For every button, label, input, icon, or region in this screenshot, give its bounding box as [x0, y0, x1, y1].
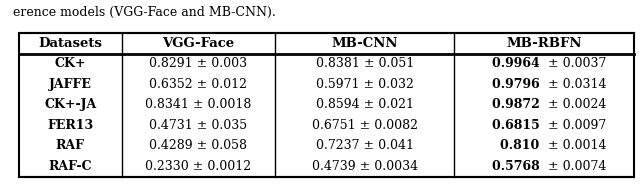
Text: RAF-C: RAF-C	[49, 160, 92, 173]
Text: ± 0.0037: ± 0.0037	[544, 57, 606, 70]
Text: 0.5971 ± 0.032: 0.5971 ± 0.032	[316, 78, 413, 91]
Text: 0.9964: 0.9964	[492, 57, 544, 70]
Text: 0.8594 ± 0.021: 0.8594 ± 0.021	[316, 98, 414, 111]
Text: MB-CNN: MB-CNN	[332, 37, 398, 50]
Text: 0.6751 ± 0.0082: 0.6751 ± 0.0082	[312, 119, 418, 132]
Text: 0.810: 0.810	[500, 139, 544, 152]
Text: MB-RBFN: MB-RBFN	[506, 37, 582, 50]
Text: VGG-Face: VGG-Face	[163, 37, 234, 50]
Text: 0.8381 ± 0.051: 0.8381 ± 0.051	[316, 57, 414, 70]
Text: FER13: FER13	[47, 119, 93, 132]
Text: 0.4739 ± 0.0034: 0.4739 ± 0.0034	[312, 160, 418, 173]
Text: RAF: RAF	[56, 139, 85, 152]
Text: ± 0.0074: ± 0.0074	[544, 160, 606, 173]
Text: 0.5768: 0.5768	[492, 160, 544, 173]
Text: 0.9796: 0.9796	[492, 78, 544, 91]
Text: ± 0.0314: ± 0.0314	[544, 78, 607, 91]
Text: 0.8341 ± 0.0018: 0.8341 ± 0.0018	[145, 98, 252, 111]
Text: 0.6352 ± 0.012: 0.6352 ± 0.012	[149, 78, 248, 91]
Text: 0.7237 ± 0.041: 0.7237 ± 0.041	[316, 139, 414, 152]
Text: ± 0.0014: ± 0.0014	[544, 139, 607, 152]
Text: CK+-JA: CK+-JA	[44, 98, 97, 111]
Text: JAFFE: JAFFE	[49, 78, 92, 91]
Text: 0.9872: 0.9872	[492, 98, 544, 111]
Text: 0.8291 ± 0.003: 0.8291 ± 0.003	[149, 57, 248, 70]
Text: CK+: CK+	[54, 57, 86, 70]
Text: 0.4289 ± 0.058: 0.4289 ± 0.058	[149, 139, 248, 152]
Text: erence models (VGG-Face and MB-CNN).: erence models (VGG-Face and MB-CNN).	[13, 6, 276, 19]
Text: Datasets: Datasets	[38, 37, 102, 50]
Text: 0.2330 ± 0.0012: 0.2330 ± 0.0012	[145, 160, 252, 173]
Text: 0.6815: 0.6815	[492, 119, 544, 132]
Text: 0.4731 ± 0.035: 0.4731 ± 0.035	[149, 119, 248, 132]
Text: ± 0.0024: ± 0.0024	[544, 98, 606, 111]
Text: ± 0.0097: ± 0.0097	[544, 119, 606, 132]
